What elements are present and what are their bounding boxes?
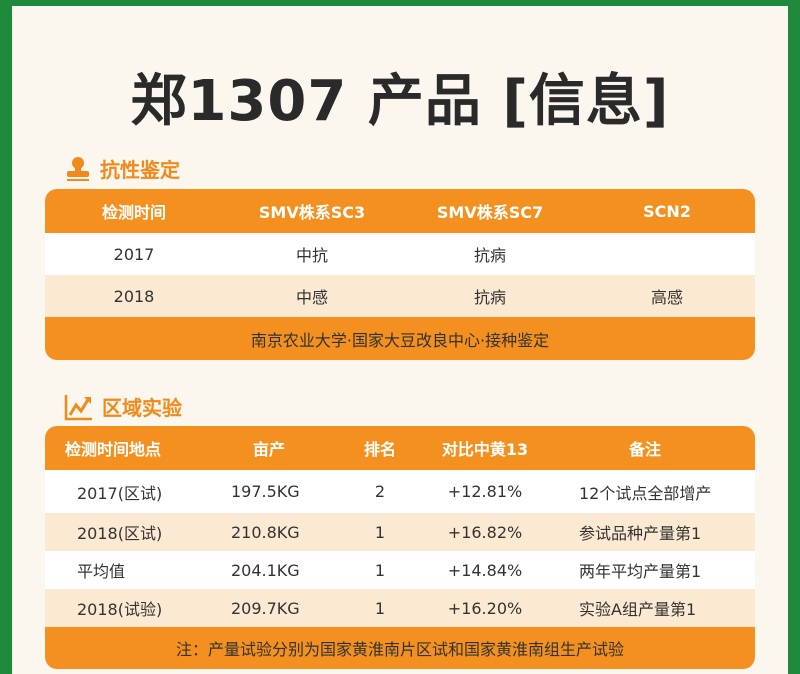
cell: 1 (374, 522, 386, 542)
cell: +16.82% (447, 522, 523, 542)
column-header: 备注 (628, 440, 661, 459)
cell: 2017(区试) (77, 483, 163, 503)
cell: 2017 (113, 244, 155, 264)
column-header: 亩产 (253, 440, 286, 459)
cell: 抗病 (473, 246, 506, 265)
table-row: 2017(区试) 197.5KG 2 +12.81% 12个试点全部增产 (45, 470, 755, 513)
stamp-icon (67, 156, 89, 181)
column-header: SMV株系SC7 (436, 203, 544, 222)
cell: 210.8KG (231, 522, 300, 542)
cell: 2 (374, 482, 386, 501)
column-header: 检测时间 (101, 203, 166, 222)
cell: 1 (374, 598, 386, 618)
page-title: 郑1307 产品 [信息] (130, 69, 670, 134)
cell: 两年平均产量第1 (579, 562, 702, 581)
chart-trend-icon (64, 394, 92, 420)
table-row: 2018(区试) 210.8KG 1 +16.82% 参试品种产量第1 (45, 513, 755, 551)
column-header: 排名 (363, 440, 396, 459)
cell: 高感 (650, 288, 683, 307)
table-body: 2017(区试) 197.5KG 2 +12.81% 12个试点全部增产 2018(区试)… (45, 470, 755, 627)
table-footer: 注：产量试验分别为国家黄淮南片区试和国家黄淮南组生产试验 (45, 627, 755, 669)
table-header: 检测时间地点 亩产 排名 对比中黄13 备注 (45, 426, 755, 470)
cell: 2018(区试) (77, 524, 163, 543)
table-row: 2018 中感 抗病 高感 (45, 275, 755, 317)
cell: 2018(试验) (77, 600, 163, 619)
column-header: SCN2 (643, 201, 691, 221)
column-header: 对比中黄13 (441, 440, 529, 459)
section-title: 抗性鉴定 (100, 158, 180, 182)
table-header: 检测时间 SMV株系SC3 SMV株系SC7 SCN2 (45, 189, 755, 233)
cell: 204.1KG (231, 560, 300, 580)
resistance-table: 检测时间 SMV株系SC3 SMV株系SC7 SCN2 2017 中抗 抗病 2… (45, 189, 755, 360)
cell: 中抗 (295, 246, 328, 265)
column-header: 检测时间地点 (65, 440, 162, 459)
cell: 实验A组产量第1 (579, 600, 697, 619)
cell: 1 (374, 560, 386, 580)
cell: +12.81% (447, 482, 523, 501)
regional-trial-table: 检测时间地点 亩产 排名 对比中黄13 备注 2017(区试) 197.5KG 2 +… (45, 426, 755, 669)
cell: 平均值 (77, 562, 126, 581)
cell: 12个试点全部增产 (579, 483, 712, 503)
cell: 中感 (295, 288, 328, 307)
table-footer: 南京农业大学·国家大豆改良中心·接种鉴定 (45, 317, 755, 360)
page: 郑1307 产品 [信息] 抗性鉴定 检测时间 SMV株系SC3 SMV株系SC… (12, 6, 788, 674)
cell: 抗病 (473, 288, 506, 307)
cell: 209.7KG (231, 598, 300, 618)
section-heading-regional: 区域实验 (64, 392, 182, 421)
table-row: 2018(试验) 209.7KG 1 +16.20% 实验A组产量第1 (45, 589, 755, 627)
cell: 2018 (113, 286, 155, 306)
cell: +14.84% (447, 560, 523, 580)
cell: 197.5KG (231, 482, 300, 501)
table-row: 平均值 204.1KG 1 +14.84% 两年平均产量第1 (45, 551, 755, 589)
cell: 参试品种产量第1 (579, 524, 702, 543)
section-title: 区域实验 (102, 396, 182, 420)
section-heading-resistance: 抗性鉴定 (64, 154, 180, 183)
column-header: SMV株系SC3 (258, 203, 366, 222)
table-row: 2017 中抗 抗病 (45, 233, 755, 275)
cell: +16.20% (447, 598, 523, 618)
